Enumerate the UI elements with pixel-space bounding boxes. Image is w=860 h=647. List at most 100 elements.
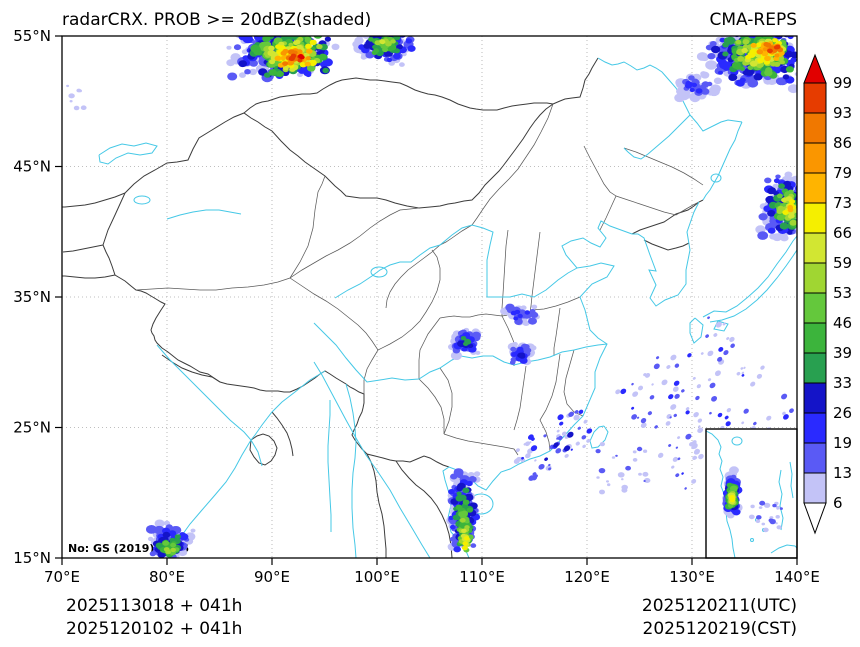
precip-dot <box>519 309 525 314</box>
precip-dot <box>452 514 460 521</box>
province-line <box>377 249 441 351</box>
precip-dot <box>644 478 651 483</box>
honshu-north-coast <box>702 235 797 318</box>
precip-dot <box>737 56 745 62</box>
precip-dot <box>467 343 474 348</box>
precip-dot <box>456 491 462 496</box>
province-line <box>289 175 326 279</box>
precip-dot <box>268 69 277 76</box>
precip-dot <box>717 356 723 362</box>
precip-dot <box>742 39 750 45</box>
precip-dot <box>462 487 470 494</box>
precip-dot <box>741 421 745 425</box>
colorbar-label: 13 <box>833 464 852 482</box>
precip-dot <box>750 504 755 509</box>
colorbar-label: 59 <box>833 254 852 272</box>
precip-dot <box>170 542 177 548</box>
precip-dot <box>599 489 605 495</box>
precip-dot <box>757 58 764 64</box>
precip-dot <box>308 59 317 67</box>
precip-dot <box>640 422 647 428</box>
precip-dot <box>553 442 559 448</box>
precip-dot <box>528 317 537 325</box>
precip-dot <box>670 354 677 361</box>
korea-dmz <box>643 239 690 251</box>
precip-dot <box>288 42 294 48</box>
precip-region-bay-of-bengal <box>146 519 196 558</box>
precip-dot <box>753 421 757 426</box>
precip-dot <box>386 57 393 63</box>
precip-region-central-china-3 <box>507 341 537 366</box>
precip-dot <box>758 506 763 509</box>
precip-dot <box>640 417 647 424</box>
colorbar-cell <box>803 112 827 144</box>
precip-dot <box>407 45 416 52</box>
province-line <box>529 231 541 313</box>
precip-dot <box>724 415 729 420</box>
colorbar-label: 33 <box>833 374 852 392</box>
precip-dot <box>638 472 642 476</box>
x-tick-label: 100°E <box>354 568 400 586</box>
precip-dot <box>739 77 746 83</box>
colorbar-over-arrow <box>803 53 827 84</box>
precip-dot <box>306 48 313 54</box>
precip-dot <box>653 363 660 370</box>
precip-dot <box>586 438 591 443</box>
precip-dot <box>674 363 680 368</box>
precip-dot <box>722 51 729 57</box>
precip-dot <box>722 64 731 71</box>
precip-region-japan-sea <box>755 171 797 242</box>
precip-dot <box>249 68 257 76</box>
inset-vietnam-coast <box>706 430 736 558</box>
precip-dot <box>162 531 171 539</box>
precip-dot <box>783 414 789 420</box>
precip-dot <box>672 386 679 392</box>
precip-dot <box>621 484 628 490</box>
precip-dot <box>400 36 405 37</box>
precip-dot <box>654 425 658 429</box>
precip-dot <box>393 53 401 60</box>
precip-dot <box>631 382 634 386</box>
precip-dot <box>661 379 668 386</box>
precip-dot <box>692 440 697 445</box>
irrawaddy-river <box>327 400 332 532</box>
precip-dot <box>538 463 545 470</box>
precip-dot <box>299 55 305 60</box>
precip-dot <box>647 411 652 416</box>
province-line <box>531 296 581 311</box>
precip-dot <box>631 414 638 420</box>
precip-dot <box>772 38 778 43</box>
precip-dot <box>732 508 741 516</box>
precip-dot <box>461 528 467 533</box>
precip-dot <box>784 171 793 178</box>
precip-dot <box>399 62 405 67</box>
precip-dot <box>776 505 780 509</box>
inset-island <box>750 538 754 542</box>
precip-dot <box>691 82 698 88</box>
precip-dot <box>379 39 386 45</box>
province-line <box>289 207 420 279</box>
precip-dot <box>685 433 692 440</box>
precip-dot <box>242 36 254 44</box>
precip-dot <box>509 360 516 365</box>
precip-dot <box>374 40 381 46</box>
colorbar-label: 53 <box>833 284 852 302</box>
precip-dot <box>524 310 530 315</box>
precip-dot <box>747 78 759 88</box>
precip-dot <box>673 380 680 386</box>
precip-dot <box>789 219 797 226</box>
precip-dot <box>80 105 87 110</box>
precip-dot <box>307 64 316 72</box>
precip-dot <box>697 427 704 433</box>
precip-dot <box>743 408 749 414</box>
inset-shading-layer <box>722 466 783 533</box>
precip-dot <box>466 507 474 513</box>
precip-dot <box>244 69 251 75</box>
precip-dot <box>750 42 757 48</box>
qinghai-lake <box>370 266 388 278</box>
precip-dot <box>788 189 794 195</box>
precip-dot <box>707 53 716 60</box>
precip-dot <box>706 81 713 87</box>
precip-dot <box>636 416 640 419</box>
